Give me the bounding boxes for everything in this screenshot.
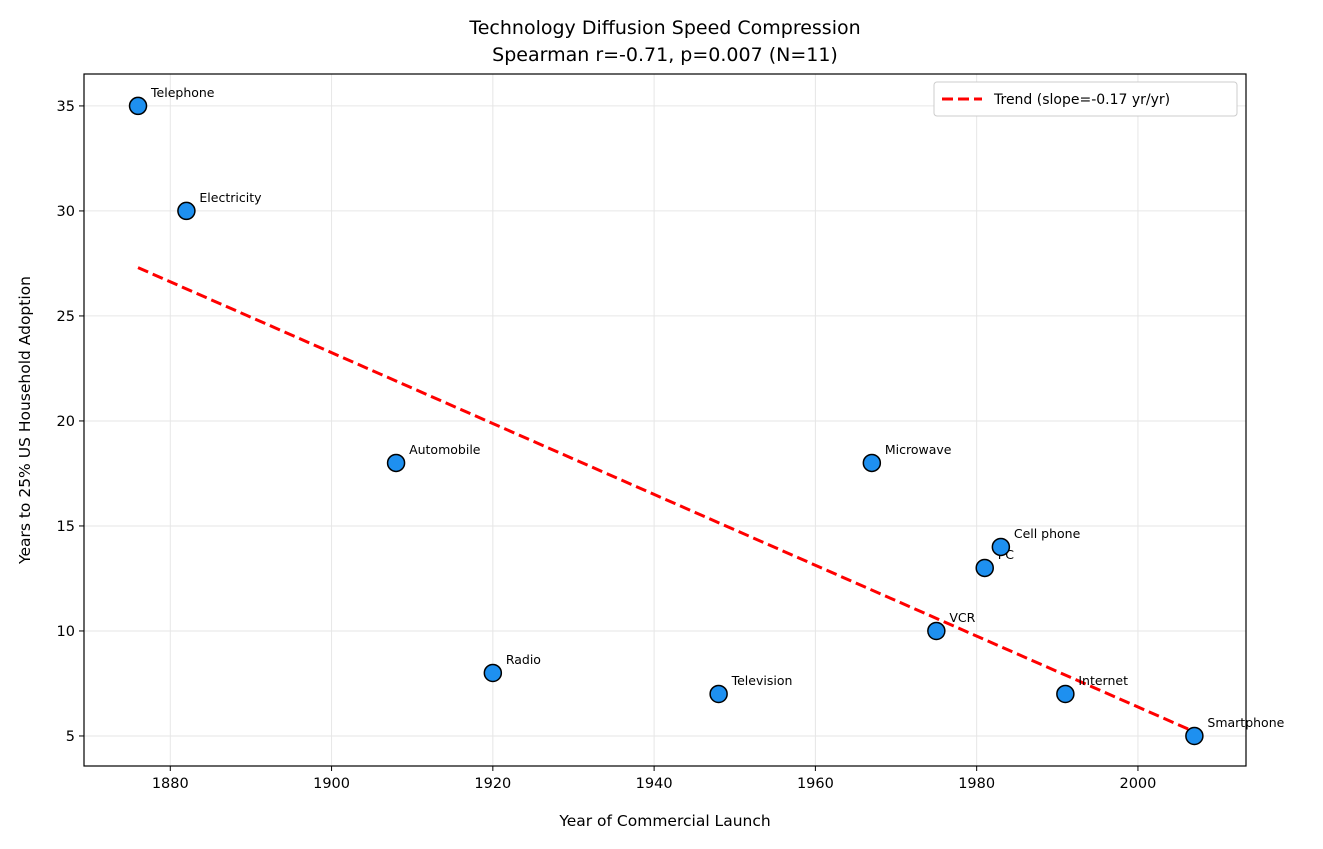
- legend: Trend (slope=-0.17 yr/yr): [933, 81, 1238, 117]
- data-point: [386, 453, 406, 473]
- data-point: [483, 663, 503, 683]
- y-tick-label: 20: [57, 414, 75, 430]
- x-axis-label: Year of Commercial Launch: [558, 812, 770, 830]
- point-label: Internet: [1078, 673, 1128, 688]
- trend-line: [137, 266, 1195, 734]
- y-tick-label: 15: [57, 519, 75, 535]
- y-tick-label: 5: [66, 729, 75, 745]
- data-point: [709, 684, 728, 704]
- chart-subtitle: Spearman r=-0.71, p=0.007 (N=11): [492, 44, 838, 66]
- point-label: Microwave: [885, 442, 952, 457]
- x-tick-label: 1920: [474, 776, 511, 792]
- point-label: Telephone: [150, 85, 215, 100]
- chart-title: Technology Diffusion Speed Compression: [468, 17, 860, 39]
- data-point: [927, 621, 946, 641]
- x-tick-label: 1880: [152, 776, 189, 792]
- data-point: [177, 201, 196, 221]
- legend-box: [933, 81, 1238, 117]
- point-label: VCR: [949, 610, 975, 625]
- point-label: Cell phone: [1014, 526, 1081, 541]
- x-tick-label: 1940: [636, 776, 673, 792]
- y-tick-label: 30: [57, 204, 75, 220]
- point-label: Radio: [506, 652, 541, 667]
- point-label: Automobile: [409, 442, 481, 457]
- y-axis-label: Years to 25% US Household Adoption: [16, 276, 34, 565]
- y-tick-label: 35: [57, 99, 75, 115]
- point-label: Electricity: [199, 190, 262, 205]
- plot-frame: [83, 73, 1247, 767]
- point-label: Television: [731, 673, 793, 688]
- x-tick-label: 1900: [313, 776, 350, 792]
- x-tick-label: 1960: [797, 776, 834, 792]
- data-point: [975, 558, 994, 578]
- data-point: [862, 453, 882, 473]
- x-tick-label: 2000: [1119, 776, 1156, 792]
- y-tick-label: 10: [57, 624, 75, 640]
- y-tick-label: 25: [57, 309, 75, 325]
- x-tick-label: 1980: [958, 776, 995, 792]
- data-point: [1056, 684, 1075, 704]
- legend-trend-label: Trend (slope=-0.17 yr/yr): [993, 92, 1170, 108]
- data-point: [991, 537, 1011, 557]
- data-point: [1185, 726, 1204, 746]
- data-point: [128, 96, 148, 116]
